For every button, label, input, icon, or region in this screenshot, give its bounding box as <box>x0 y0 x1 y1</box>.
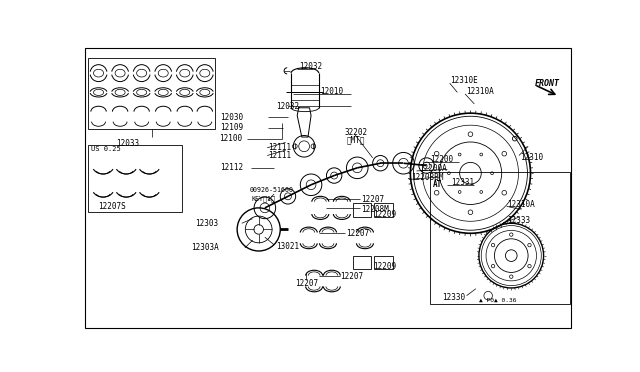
Text: 12207S: 12207S <box>99 202 126 211</box>
Text: 12033: 12033 <box>116 139 140 148</box>
Text: 12032: 12032 <box>299 62 322 71</box>
Text: 12100: 12100 <box>219 134 242 143</box>
Text: US 0.25: US 0.25 <box>91 146 120 153</box>
Bar <box>374 203 393 217</box>
Text: KEY　1、: KEY 1、 <box>251 195 275 202</box>
Text: 12209: 12209 <box>372 262 396 271</box>
Text: 12200A: 12200A <box>419 164 447 173</box>
Text: 12111: 12111 <box>268 151 291 160</box>
Text: 12209: 12209 <box>372 209 396 218</box>
Text: 12207: 12207 <box>361 195 384 204</box>
Text: AT: AT <box>433 180 442 189</box>
Text: 12112: 12112 <box>220 163 243 172</box>
Text: FRONT: FRONT <box>534 78 559 88</box>
Bar <box>88 58 215 129</box>
Bar <box>429 172 570 304</box>
Text: 12310A: 12310A <box>507 199 534 209</box>
Text: 12303A: 12303A <box>191 243 219 253</box>
Text: 12208BM: 12208BM <box>411 173 444 182</box>
Text: 12111: 12111 <box>268 143 291 152</box>
Text: 13021: 13021 <box>276 242 299 251</box>
Text: 12208M: 12208M <box>361 205 389 214</box>
Text: 12303: 12303 <box>196 219 219 228</box>
Bar <box>353 256 371 269</box>
Text: 12331: 12331 <box>451 178 474 187</box>
Text: 12310A: 12310A <box>466 87 493 96</box>
Text: 12330: 12330 <box>442 294 465 302</box>
Text: 12030: 12030 <box>220 112 243 122</box>
Text: 12207: 12207 <box>295 279 318 288</box>
Text: ▲ P0▲ 0.36: ▲ P0▲ 0.36 <box>479 298 516 303</box>
Text: 12333: 12333 <box>507 216 530 225</box>
Text: 12032: 12032 <box>276 102 299 111</box>
Text: 12207: 12207 <box>346 229 370 238</box>
Text: 00926-51600: 00926-51600 <box>250 187 294 193</box>
Text: 32202: 32202 <box>345 128 368 137</box>
Text: 12109: 12109 <box>220 123 243 132</box>
Bar <box>353 203 371 217</box>
Text: 12310E: 12310E <box>451 76 478 85</box>
Text: 〈MT〉: 〈MT〉 <box>346 136 365 145</box>
Text: 12010: 12010 <box>320 87 344 96</box>
Text: 12207: 12207 <box>340 272 364 281</box>
Text: 12200: 12200 <box>429 155 452 164</box>
Bar <box>374 256 393 269</box>
Text: 12310: 12310 <box>520 153 543 161</box>
Bar <box>88 145 182 212</box>
